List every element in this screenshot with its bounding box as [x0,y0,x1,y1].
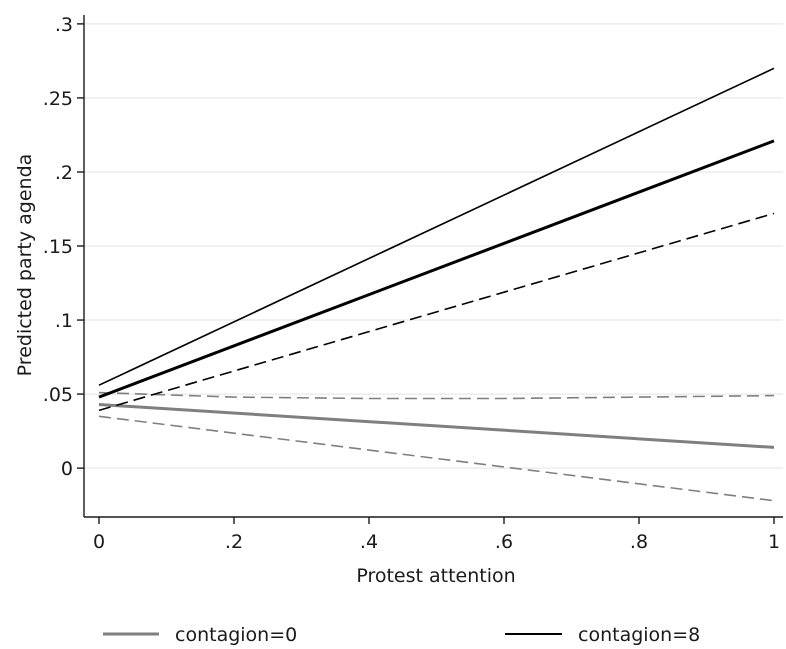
y-tick-label-4: .2 [55,162,73,184]
y-tick-label-0: 0 [61,458,73,480]
x-axis-title: Protest attention [356,565,515,587]
series-line-5-lower-ci [98,212,775,412]
legend-label-0: contagion=0 [175,624,297,646]
legend-label-1: contagion=8 [578,624,700,646]
legend: contagion=0 contagion=8 [103,624,700,646]
y-tick-label-1: .05 [43,384,73,406]
series-line-3-estimate [98,139,775,399]
series-lines [98,67,775,502]
series-line-4-upper-ci [98,67,775,386]
x-tick-label-1: .2 [225,531,243,553]
y-tick-label-3: .15 [43,236,73,258]
series-line-0-estimate [98,403,775,449]
x-tick-label-5: 1 [768,531,780,553]
y-axis-title: Predicted party agenda [14,154,36,377]
y-tick-label-2: .1 [55,310,73,332]
series-line-2-lower-ci [98,415,775,502]
x-tick-label-2: .4 [360,531,378,553]
x-tick-label-3: .6 [495,531,513,553]
y-tick-label-6: .3 [55,14,73,36]
axes: 0 .05 .1 .15 .2 .25 .3 0 .2 .4 .6 .8 1 [43,14,783,553]
x-tick-label-4: .8 [630,531,648,553]
x-tick-label-0: 0 [93,531,105,553]
series-line-1-upper-ci [98,391,775,400]
grid-lines [84,23,783,469]
y-tick-label-5: .25 [43,88,73,110]
